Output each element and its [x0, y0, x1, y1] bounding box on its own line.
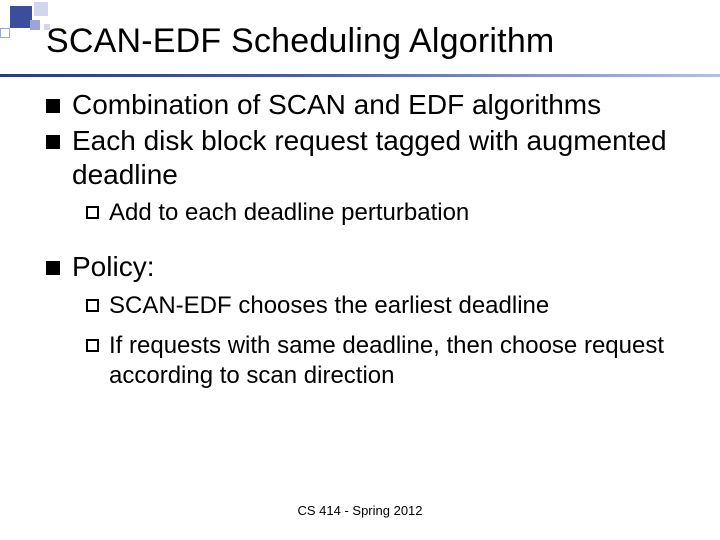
bullet-level1: Combination of SCAN and EDF algorithms — [46, 88, 680, 122]
hollow-square-bullet-icon — [86, 299, 99, 312]
bullet-level1: Policy: — [46, 250, 680, 284]
square-bullet-icon — [46, 99, 60, 113]
square-bullet-icon — [46, 261, 60, 275]
decor-square — [10, 6, 32, 28]
bullet-text: Policy: — [72, 250, 154, 284]
slide: SCAN-EDF Scheduling Algorithm Combinatio… — [0, 0, 720, 540]
spacer — [46, 238, 680, 250]
bullet-text: Each disk block request tagged with augm… — [72, 124, 680, 192]
bullet-level2: SCAN-EDF chooses the earliest deadline — [86, 291, 680, 321]
bullet-text: Combination of SCAN and EDF algorithms — [72, 88, 601, 122]
bullet-level2: If requests with same deadline, then cho… — [86, 331, 680, 391]
bullet-text: SCAN-EDF chooses the earliest deadline — [109, 291, 549, 321]
bullet-text: If requests with same deadline, then cho… — [109, 331, 680, 391]
slide-title: SCAN-EDF Scheduling Algorithm — [46, 22, 690, 61]
decor-square — [0, 28, 10, 38]
bullet-text: Add to each deadline perturbation — [109, 198, 469, 228]
decor-square — [34, 2, 48, 16]
bullet-level2: Add to each deadline perturbation — [86, 198, 680, 228]
title-underline — [0, 74, 720, 77]
slide-body: Combination of SCAN and EDF algorithms E… — [46, 88, 680, 401]
bullet-level1: Each disk block request tagged with augm… — [46, 124, 680, 192]
decor-square — [30, 20, 40, 30]
hollow-square-bullet-icon — [86, 339, 99, 352]
hollow-square-bullet-icon — [86, 206, 99, 219]
slide-footer: CS 414 - Spring 2012 — [0, 503, 720, 518]
square-bullet-icon — [46, 135, 60, 149]
